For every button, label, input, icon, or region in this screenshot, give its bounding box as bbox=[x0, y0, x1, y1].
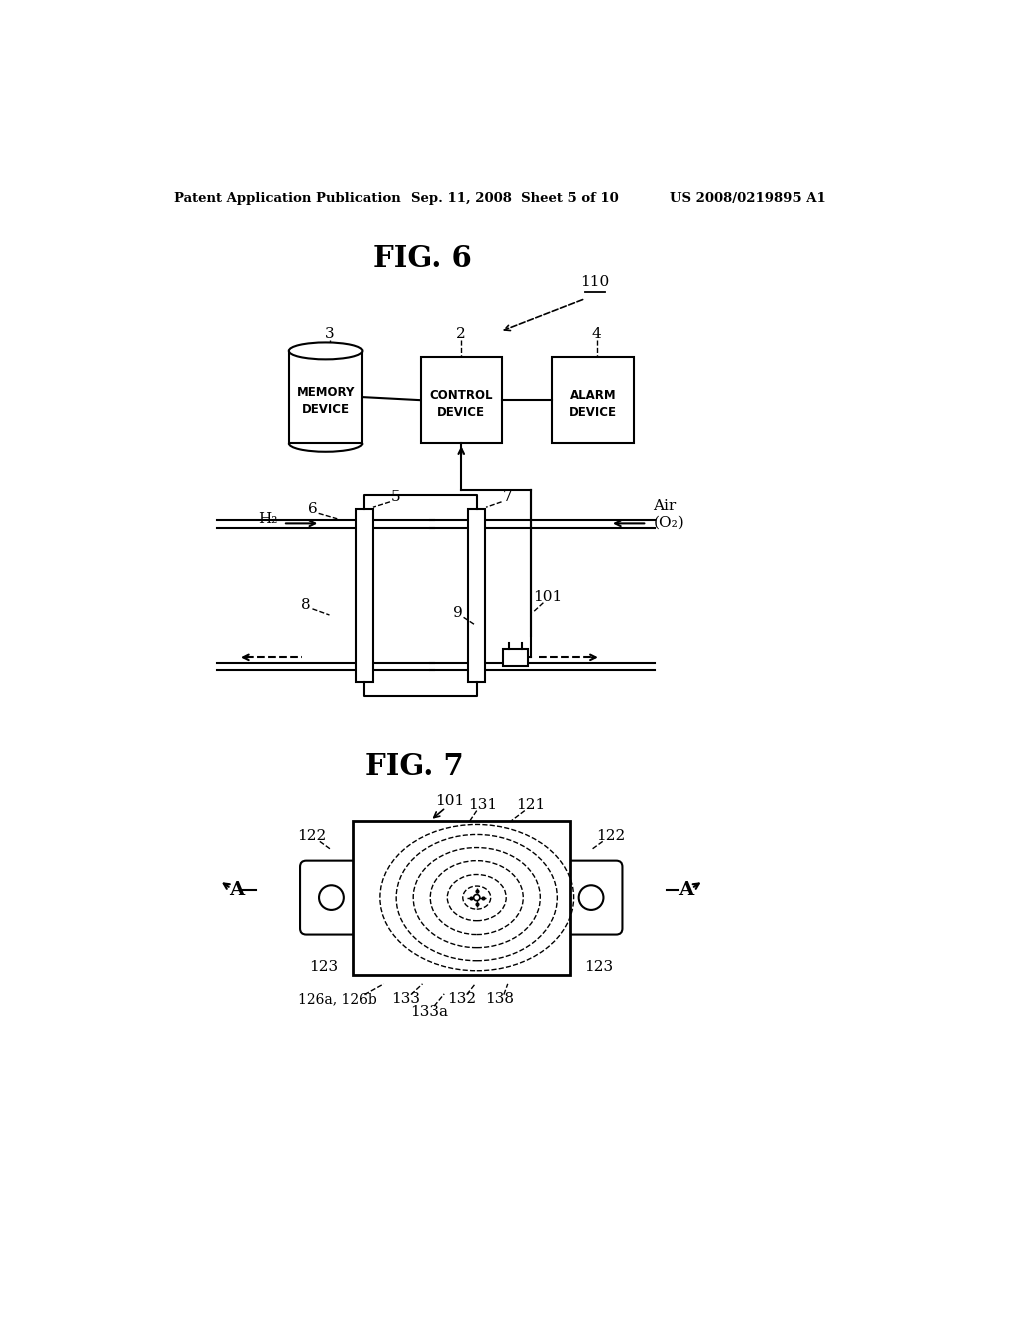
Text: 4: 4 bbox=[592, 327, 602, 341]
Bar bbox=[468, 508, 485, 682]
Text: 123: 123 bbox=[309, 960, 338, 974]
Text: Patent Application Publication: Patent Application Publication bbox=[174, 191, 401, 205]
Circle shape bbox=[474, 895, 480, 900]
Text: CONTROL
DEVICE: CONTROL DEVICE bbox=[429, 389, 493, 418]
Text: 138: 138 bbox=[485, 993, 514, 1006]
FancyBboxPatch shape bbox=[560, 861, 623, 935]
Text: 126a, 126b: 126a, 126b bbox=[298, 993, 377, 1006]
Bar bbox=[289, 351, 362, 444]
Text: H₂: H₂ bbox=[258, 512, 278, 525]
Text: 122: 122 bbox=[596, 829, 625, 843]
Text: 7: 7 bbox=[503, 490, 513, 504]
Text: 101: 101 bbox=[534, 590, 562, 605]
Text: ALARM
DEVICE: ALARM DEVICE bbox=[569, 389, 617, 418]
Text: 131: 131 bbox=[468, 799, 498, 812]
Text: 101: 101 bbox=[435, 795, 464, 808]
Text: US 2008/0219895 A1: US 2008/0219895 A1 bbox=[671, 191, 826, 205]
Bar bbox=[352, 821, 569, 974]
Text: 8: 8 bbox=[301, 598, 311, 612]
Text: 133a: 133a bbox=[410, 1005, 447, 1019]
Text: A: A bbox=[229, 880, 244, 899]
Bar bbox=[503, 649, 528, 665]
Text: FIG. 6: FIG. 6 bbox=[373, 244, 472, 273]
Text: 2: 2 bbox=[457, 327, 466, 341]
Bar bbox=[552, 358, 634, 444]
Ellipse shape bbox=[289, 342, 362, 359]
Text: 9: 9 bbox=[453, 606, 462, 619]
Bar bbox=[356, 508, 373, 682]
Text: 3: 3 bbox=[325, 327, 334, 341]
Text: 133: 133 bbox=[391, 993, 420, 1006]
Circle shape bbox=[579, 886, 603, 909]
Text: FIG. 7: FIG. 7 bbox=[366, 752, 464, 781]
Text: MEMORY
DEVICE: MEMORY DEVICE bbox=[296, 385, 354, 416]
Text: 122: 122 bbox=[297, 829, 327, 843]
Text: 5: 5 bbox=[390, 490, 400, 504]
Circle shape bbox=[319, 886, 344, 909]
Text: 6: 6 bbox=[307, 502, 317, 516]
Text: 132: 132 bbox=[446, 993, 476, 1006]
Text: A: A bbox=[679, 880, 693, 899]
Bar bbox=[421, 358, 502, 444]
Text: Sep. 11, 2008  Sheet 5 of 10: Sep. 11, 2008 Sheet 5 of 10 bbox=[411, 191, 618, 205]
Text: 110: 110 bbox=[580, 276, 609, 289]
Text: Air
(O₂): Air (O₂) bbox=[653, 499, 684, 529]
Text: 121: 121 bbox=[516, 799, 546, 812]
FancyBboxPatch shape bbox=[300, 861, 362, 935]
Text: 123: 123 bbox=[585, 960, 613, 974]
